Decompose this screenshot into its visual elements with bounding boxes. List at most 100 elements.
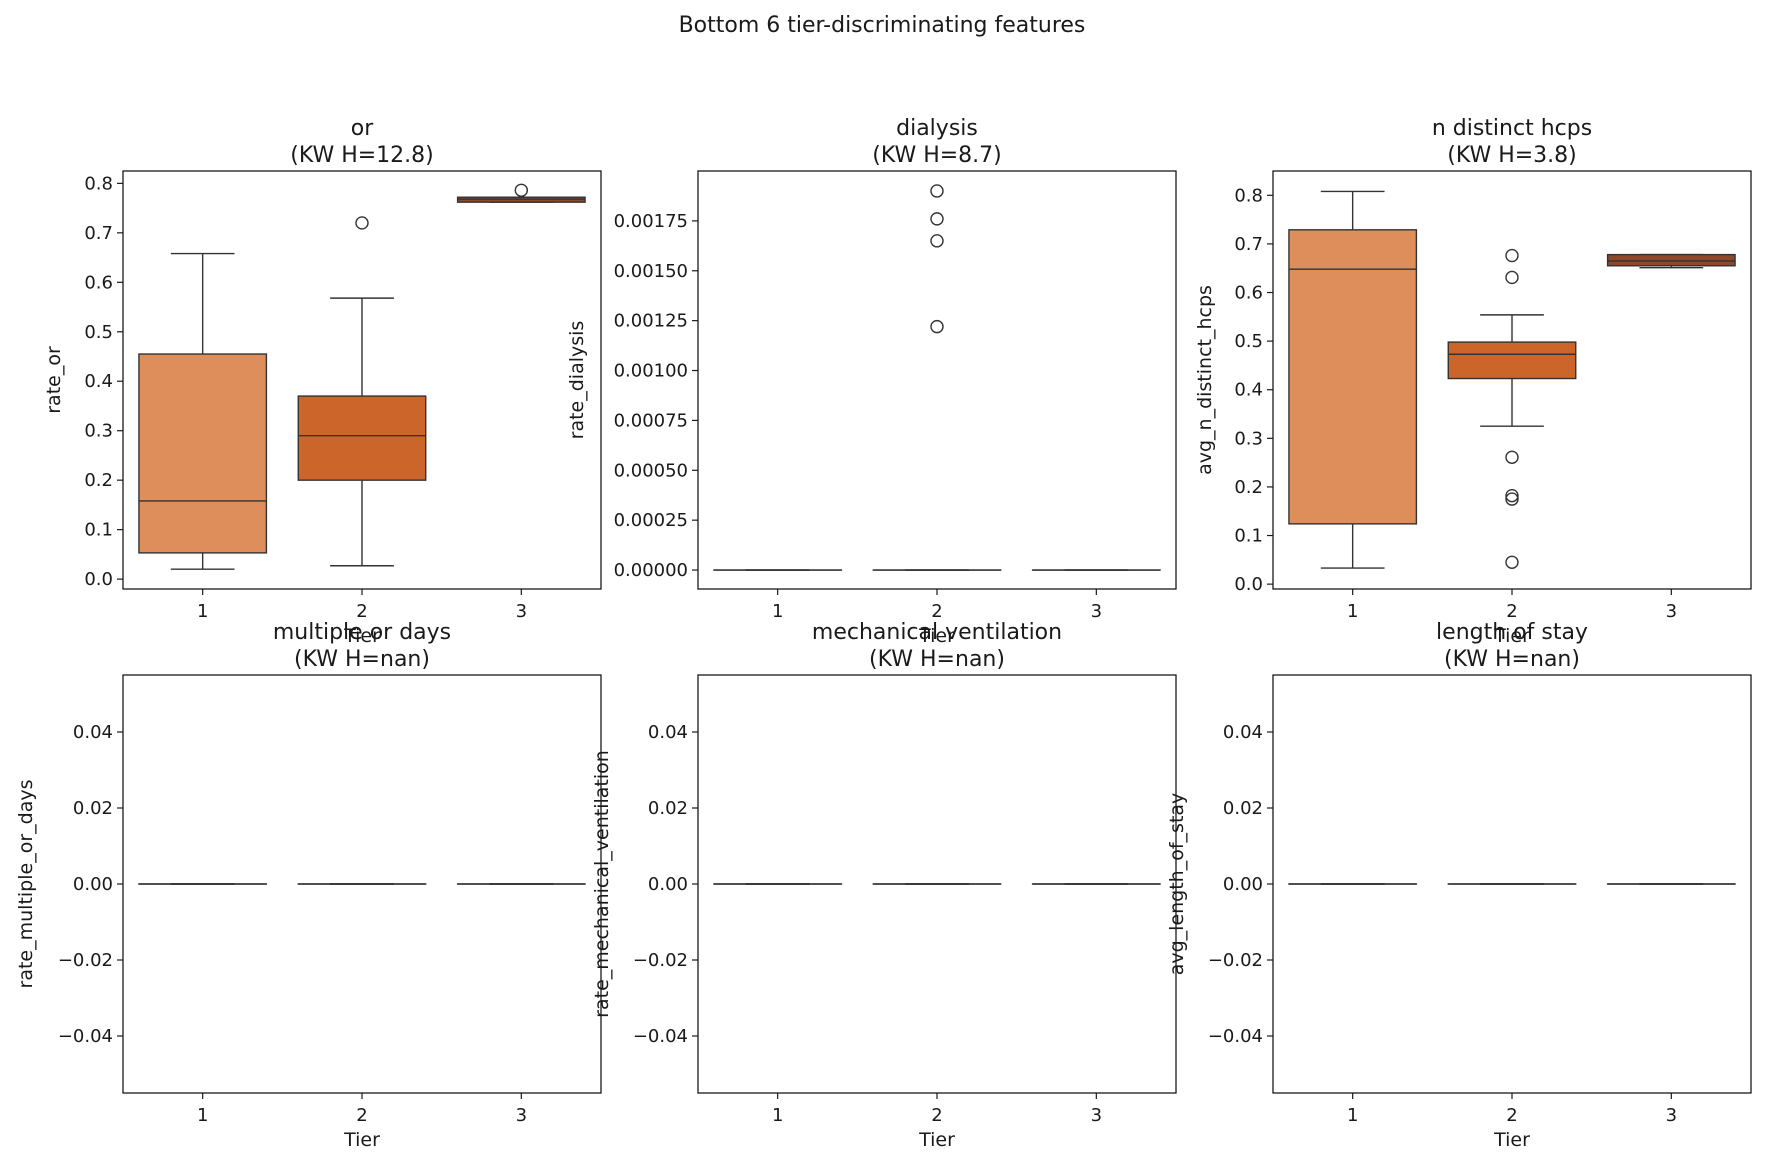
- box-tier-2: [297, 216, 427, 567]
- box-body: [1288, 229, 1418, 525]
- outlier-point: [1505, 270, 1519, 285]
- subplot-subtitle: (KW H=nan): [1444, 647, 1580, 672]
- x-tick-label: 1: [772, 1105, 783, 1126]
- y-tick-label: 0.4: [1234, 380, 1263, 401]
- x-tick-label: 3: [1091, 1105, 1102, 1126]
- subplot-subtitle: (KW H=3.8): [1447, 143, 1577, 168]
- y-tick-label: −0.04: [58, 1026, 113, 1047]
- y-tick-label: 0.0: [84, 569, 113, 590]
- outlier-point: [930, 212, 944, 226]
- x-tick-label: 1: [772, 601, 783, 622]
- y-tick-label: 0.00050: [614, 460, 688, 481]
- outlier-point: [930, 319, 944, 334]
- y-tick-label: −0.02: [633, 950, 688, 971]
- subplot-title: mechanical ventilation: [812, 620, 1062, 645]
- outlier-point: [1505, 492, 1519, 506]
- outlier-point: [1505, 248, 1519, 263]
- x-tick-label: 3: [516, 601, 527, 622]
- y-tick-label: 0.8: [1234, 185, 1263, 206]
- y-axis-label: avg_n_distinct_hcps: [1194, 285, 1216, 475]
- y-tick-label: 0.0: [1234, 574, 1263, 595]
- outlier-point: [1505, 450, 1519, 464]
- box-tier-1: [1288, 190, 1418, 569]
- y-axis-label: avg_length_of_stay: [1166, 793, 1188, 976]
- x-tick-label: 1: [1347, 601, 1358, 622]
- y-tick-label: 0.00000: [614, 560, 688, 581]
- y-tick-label: 0.4: [84, 371, 113, 392]
- box-tier-3: [1606, 253, 1736, 269]
- y-tick-label: 0.04: [73, 722, 113, 743]
- y-tick-label: 0.5: [1234, 331, 1263, 352]
- y-tick-label: 0.04: [1223, 722, 1263, 743]
- subplot-subtitle: (KW H=12.8): [290, 143, 434, 168]
- y-tick-label: 0.00: [1223, 874, 1263, 895]
- box-tier-1: [138, 252, 268, 570]
- y-tick-label: 0.00175: [614, 211, 688, 232]
- subplot-5: mechanical ventilation(KW H=nan) −0.04 −0.…: [591, 620, 1177, 1151]
- x-axis-label: Tier: [1493, 1129, 1530, 1151]
- subplot-title: dialysis: [896, 116, 978, 141]
- x-tick-label: 3: [1091, 601, 1102, 622]
- subplot-title: multiple or days: [273, 620, 451, 645]
- y-tick-label: 0.00125: [614, 311, 688, 332]
- subplot-2: dialysis(KW H=8.7) 0.00000 0.00025 0.00050 0…: [566, 116, 1177, 647]
- outlier-point: [514, 183, 529, 197]
- box-body: [1606, 253, 1736, 267]
- x-axis-label: Tier: [918, 625, 955, 647]
- x-tick-label: 2: [931, 601, 942, 622]
- y-tick-label: −0.02: [58, 950, 113, 971]
- subplot-3: n distinct hcps(KW H=3.8) 0.0 0.1 0.2 0.3 0.4…: [1194, 116, 1752, 647]
- outlier-point: [355, 216, 369, 230]
- box-body: [138, 353, 268, 554]
- y-tick-label: −0.04: [1208, 1026, 1263, 1047]
- y-axis-label: rate_multiple_or_days: [15, 780, 37, 989]
- y-tick-label: 0.5: [84, 322, 113, 343]
- x-tick-label: 1: [1347, 1105, 1358, 1126]
- subplot-subtitle: (KW H=8.7): [872, 143, 1002, 168]
- y-tick-label: 0.00: [73, 874, 113, 895]
- x-tick-label: 2: [931, 1105, 942, 1126]
- y-tick-label: 0.00100: [614, 361, 688, 382]
- y-tick-label: 0.2: [84, 470, 113, 491]
- y-axis-label: rate_dialysis: [566, 321, 588, 440]
- x-tick-label: 2: [356, 601, 367, 622]
- x-tick-label: 3: [1666, 601, 1677, 622]
- y-tick-label: 0.6: [1234, 283, 1263, 304]
- x-tick-label: 2: [1506, 1105, 1517, 1126]
- y-tick-label: 0.8: [84, 173, 113, 194]
- x-axis-label: Tier: [1493, 625, 1530, 647]
- outlier-point: [930, 234, 944, 248]
- y-tick-label: 0.7: [1234, 234, 1263, 255]
- y-tick-label: 0.1: [1234, 526, 1263, 547]
- subplot-title: n distinct hcps: [1432, 116, 1592, 141]
- x-tick-label: 2: [356, 1105, 367, 1126]
- subplot-title: or: [351, 116, 374, 141]
- x-axis-label: Tier: [918, 1129, 955, 1151]
- y-axis-label: rate_or: [43, 346, 65, 414]
- y-tick-label: 0.04: [648, 722, 688, 743]
- x-tick-label: 2: [1506, 601, 1517, 622]
- box-tier-2: [872, 184, 1002, 571]
- box-body: [297, 395, 427, 481]
- y-tick-label: 0.00075: [614, 410, 688, 431]
- y-tick-label: 0.00025: [614, 510, 688, 531]
- y-tick-label: 0.02: [648, 798, 688, 819]
- outlier-point: [1505, 555, 1519, 569]
- x-tick-label: 3: [516, 1105, 527, 1126]
- box-tier-2: [1447, 248, 1577, 569]
- box-tier-3: [456, 183, 586, 203]
- x-tick-label: 1: [197, 601, 208, 622]
- y-tick-label: 0.00150: [614, 261, 688, 282]
- y-tick-label: 0.1: [84, 520, 113, 541]
- y-axis-label: rate_mechanical_ventilation: [591, 750, 613, 1018]
- box-body: [1447, 341, 1577, 380]
- y-tick-label: 0.02: [73, 798, 113, 819]
- figure-title: Bottom 6 tier-discriminating features: [679, 13, 1086, 38]
- subplot-grid: or(KW H=12.8) 0.0 0.1 0.2 0.3 0.4 0.5 0.6 0.7 0.8…: [15, 116, 1752, 1151]
- x-axis-label: Tier: [343, 1129, 380, 1151]
- y-tick-label: −0.02: [1208, 950, 1263, 971]
- outlier-point: [930, 184, 944, 198]
- y-tick-label: 0.02: [1223, 798, 1263, 819]
- x-axis-label: Tier: [343, 625, 380, 647]
